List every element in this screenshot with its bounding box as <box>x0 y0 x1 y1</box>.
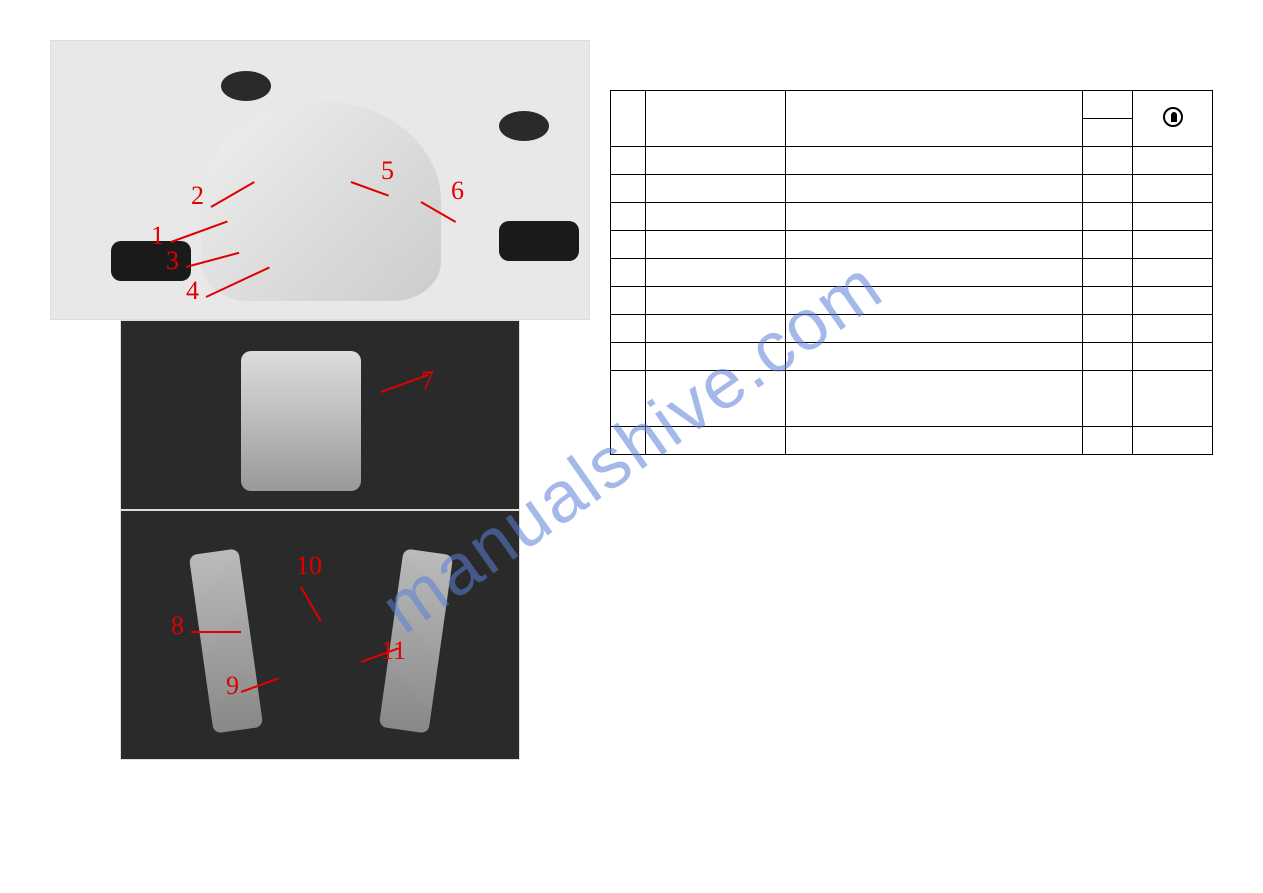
table-row <box>611 147 1213 175</box>
header-spec <box>786 91 1083 147</box>
header-qty-sub <box>1083 119 1133 147</box>
manual-page: 1 2 3 4 5 6 7 8 9 <box>0 0 1263 893</box>
callout-number: 6 <box>451 176 464 206</box>
callout-number: 2 <box>191 181 204 211</box>
table-row <box>611 175 1213 203</box>
mirror-shape <box>499 111 549 141</box>
callout-number: 1 <box>151 221 164 251</box>
table-body <box>611 147 1213 455</box>
figure-windshield: 1 2 3 4 5 6 <box>50 40 590 320</box>
windshield-shape <box>201 101 441 301</box>
table-row <box>611 427 1213 455</box>
callout-number: 10 <box>296 551 322 581</box>
callout-number: 4 <box>186 276 199 306</box>
torque-icon <box>1163 107 1183 127</box>
callout-number: 8 <box>171 611 184 641</box>
header-no <box>611 91 646 147</box>
handlebar-shape <box>499 221 579 261</box>
bracket-shape <box>241 351 361 491</box>
table-row <box>611 203 1213 231</box>
callout-number: 3 <box>166 246 179 276</box>
table-row <box>611 259 1213 287</box>
table-row <box>611 343 1213 371</box>
callout-number: 9 <box>226 671 239 701</box>
callout-number: 7 <box>421 366 434 396</box>
header-item <box>646 91 786 147</box>
table-row <box>611 315 1213 343</box>
table-row <box>611 287 1213 315</box>
callout-number: 11 <box>381 636 406 666</box>
callout-line <box>191 631 241 633</box>
table-row <box>611 231 1213 259</box>
figure-rear-rails: 8 9 10 11 <box>120 510 520 760</box>
table-header-row <box>611 91 1213 119</box>
callout-number: 5 <box>381 156 394 186</box>
figure-bracket: 7 <box>120 320 520 510</box>
header-qty <box>1083 91 1133 119</box>
table-row <box>611 371 1213 427</box>
header-torque <box>1133 91 1213 147</box>
mirror-shape <box>221 71 271 101</box>
figures-column: 1 2 3 4 5 6 7 8 9 <box>50 40 590 853</box>
table-column <box>610 40 1213 853</box>
parts-table <box>610 90 1213 455</box>
